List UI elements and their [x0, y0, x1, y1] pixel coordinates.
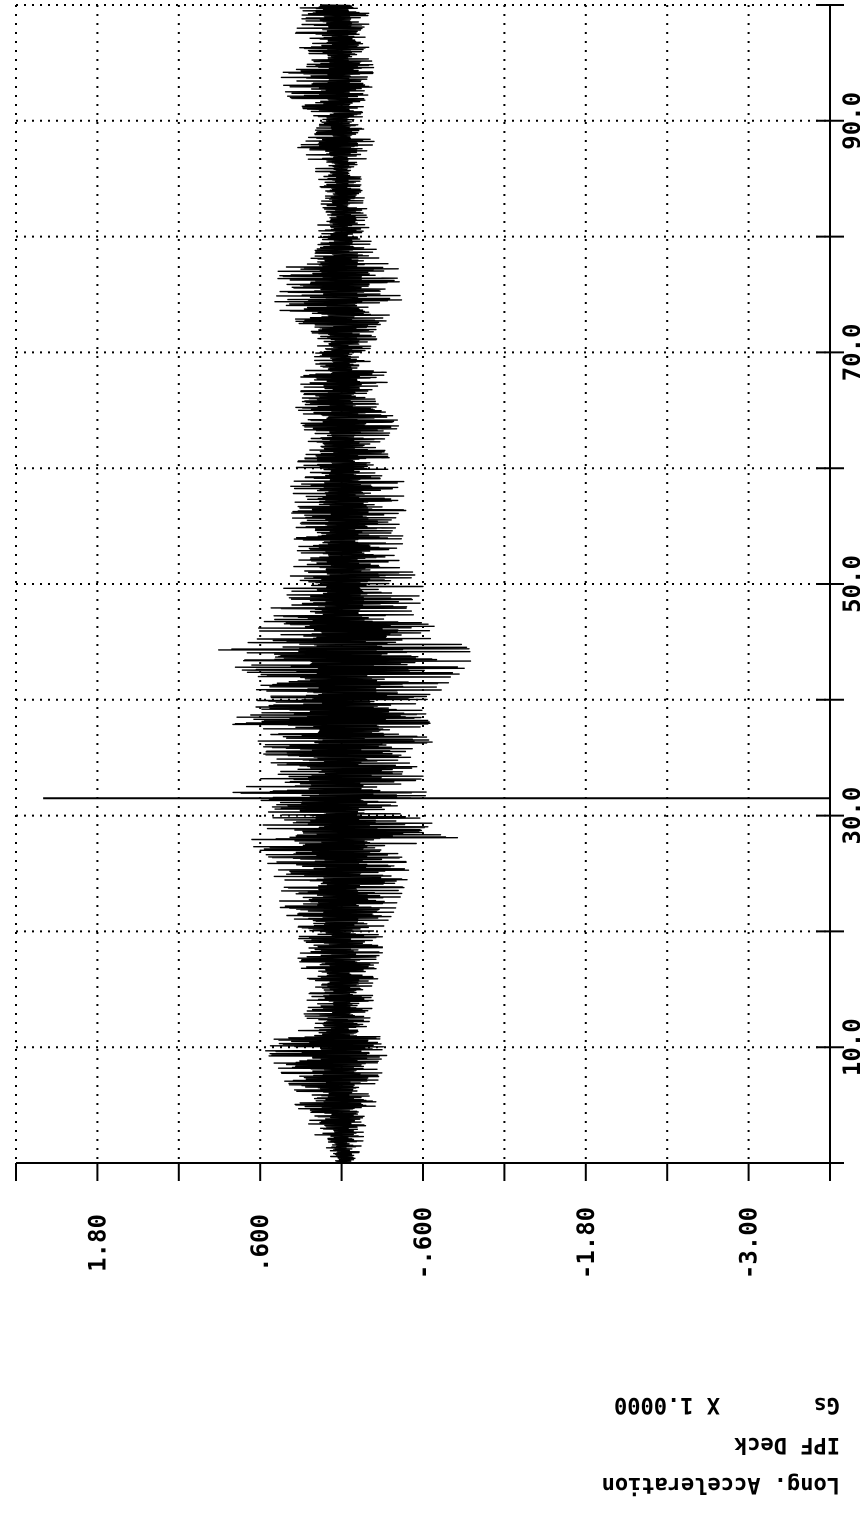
axes [15, 4, 844, 1181]
x-tick-label: 70.0 [838, 324, 860, 382]
y-tick-label: .600 [246, 1214, 274, 1272]
x-tick-labels: 10.0 30.0 50.0 70.0 90.0 [838, 92, 860, 1076]
y-tick-labels: 1.80 .600 -.600 -1.80 -3.00 [83, 1207, 762, 1279]
label-block: Long. Acceleration IPF Deck Gs X 1.0000 [602, 1392, 840, 1497]
label-scale: X 1.0000 [614, 1392, 720, 1417]
x-tick-label: 30.0 [838, 787, 860, 845]
x-tick-label: 50.0 [838, 555, 860, 613]
label-units: Gs [814, 1392, 841, 1417]
signal-trace [43, 4, 830, 1164]
x-tick-label: 90.0 [838, 92, 860, 150]
y-tick-label: -3.00 [735, 1207, 763, 1279]
grid-lines [15, 4, 830, 1163]
y-tick-label: 1.80 [83, 1214, 111, 1272]
x-tick-label: 10.0 [838, 1018, 860, 1076]
label-quantity: Long. Acceleration [602, 1472, 840, 1497]
label-location: IPF Deck [734, 1432, 840, 1457]
signal-line [218, 4, 472, 1164]
y-tick-label: -.600 [409, 1207, 437, 1279]
y-tick-label: -1.80 [572, 1207, 600, 1279]
